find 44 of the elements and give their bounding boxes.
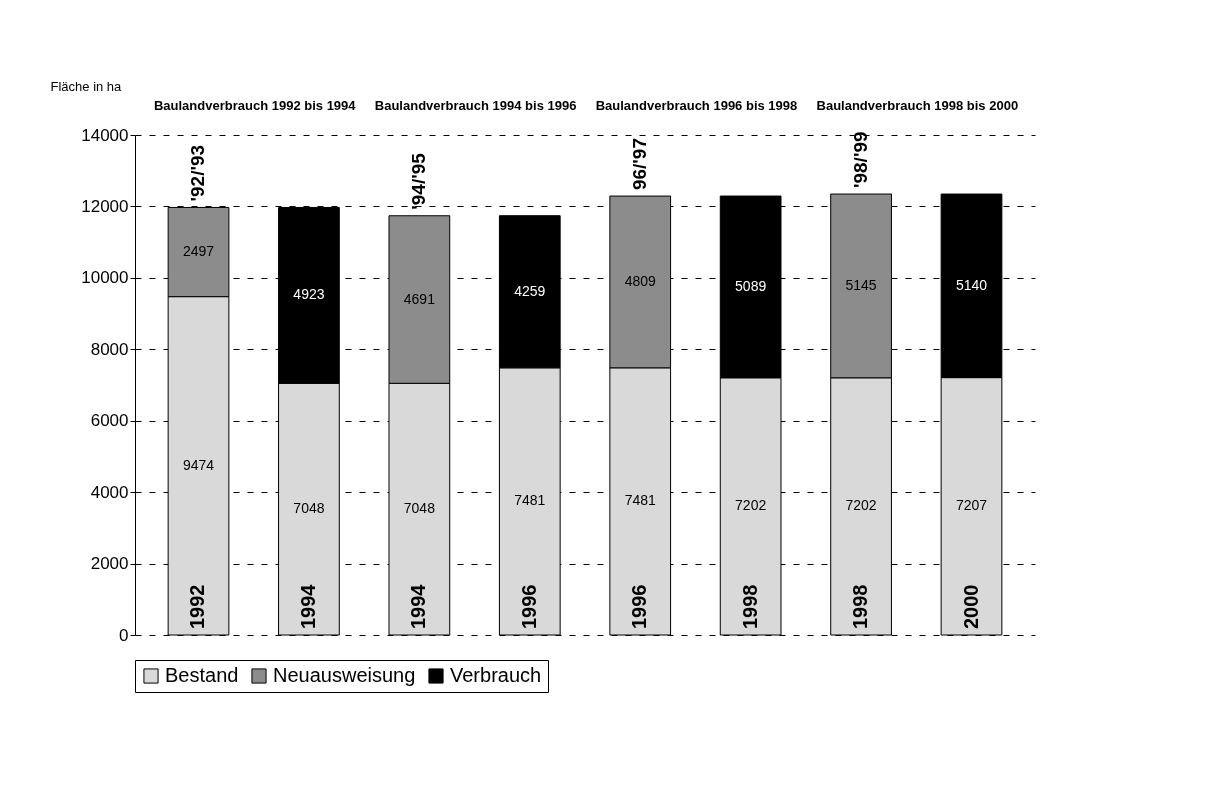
data-label: 7481 [624, 492, 656, 509]
x-tick-label: 1994 [407, 583, 430, 629]
data-label: 4691 [403, 290, 436, 307]
data-label: 7202 [845, 497, 877, 514]
x-tick-label: 1998 [849, 584, 872, 629]
legend-label: Verbrauch [450, 664, 542, 686]
annotation: 96/'97 [629, 137, 651, 191]
x-tick-label: 2000 [959, 584, 982, 629]
y-tick-label: 2000 [90, 554, 129, 574]
data-label: 4259 [514, 282, 546, 299]
data-label: 7207 [955, 497, 988, 514]
data-label: 7048 [293, 500, 325, 517]
legend-label: Neuausweisung [273, 664, 416, 686]
data-label: 2497 [182, 243, 215, 260]
annotation: '92/'93 [187, 144, 209, 202]
data-label: 4809 [624, 272, 656, 289]
y-tick-label: 0 [119, 625, 129, 645]
x-tick-label: 1996 [628, 584, 651, 629]
annotation: '98/'99 [850, 131, 872, 189]
data-label: 7202 [735, 497, 767, 514]
legend-label: Bestand [165, 664, 239, 686]
y-tick-label: 12000 [81, 196, 129, 216]
x-tick-label: 1996 [517, 584, 540, 629]
data-label: 7481 [514, 492, 546, 509]
data-label: 7048 [403, 500, 436, 517]
x-tick-label: 1998 [738, 584, 761, 629]
text: Baulandverbrauch 1994 bis 1996 [374, 98, 577, 113]
data-label: 5089 [735, 277, 767, 294]
text: Baulandverbrauch 1992 bis 1994 [153, 98, 357, 113]
data-label: 5140 [955, 276, 988, 293]
y-tick-label: 4000 [90, 482, 129, 502]
x-tick-label: 1992 [186, 584, 209, 629]
x-tick-label: 1994 [296, 583, 319, 629]
annotation: '94/'95 [408, 152, 430, 210]
y-axis-title: Fläche in ha [50, 78, 123, 94]
data-label: 9474 [182, 456, 215, 473]
y-tick-label: 14000 [81, 125, 129, 145]
y-tick-label: 6000 [90, 411, 129, 431]
data-label: 4923 [293, 286, 325, 303]
y-tick-label: 10000 [81, 268, 129, 288]
y-tick-label: 8000 [90, 339, 129, 359]
text: Baulandverbrauch 1996 bis 1998 [595, 98, 798, 113]
text: Baulandverbrauch 1998 bis 2000 [816, 98, 1019, 113]
data-label: 5145 [845, 276, 877, 293]
